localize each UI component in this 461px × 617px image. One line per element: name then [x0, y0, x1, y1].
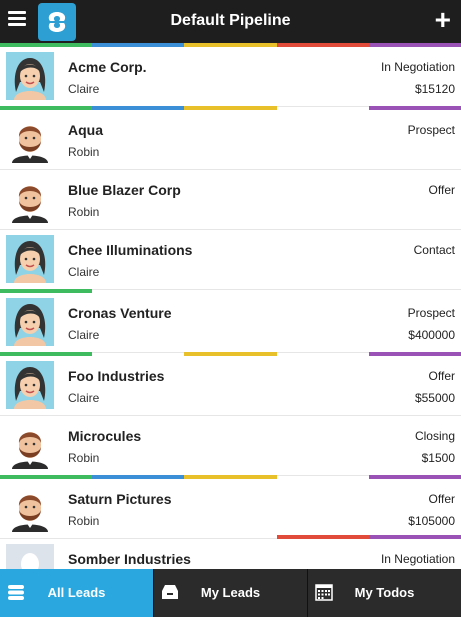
lead-name: Microcules [68, 428, 142, 444]
lead-stage: Prospect [407, 123, 455, 137]
lead-stage: Contact [413, 243, 455, 257]
lead-list[interactable]: Acme Corp. Claire In Negotiation $15120 … [0, 43, 461, 569]
app-header: Default Pipeline + [0, 0, 461, 43]
man-avatar-icon [6, 175, 54, 223]
lead-row-foo-industries[interactable]: Foo Industries Claire Offer $55000 [0, 356, 461, 416]
lead-amount: $400000 [408, 328, 455, 342]
lead-owner: Claire [68, 265, 100, 279]
stage-progress-bar [0, 475, 461, 479]
lead-row-cronas-venture[interactable]: Cronas Venture Claire Prospect $400000 [0, 293, 461, 353]
avatar [6, 421, 54, 469]
tab-label: All Leads [47, 585, 106, 600]
lead-stage: In Negotiation [380, 60, 455, 74]
lead-owner: Robin [68, 514, 100, 528]
lead-stage: Offer [428, 369, 455, 383]
add-lead-button[interactable]: + [434, 4, 451, 35]
lead-name: Chee Illuminations [68, 242, 193, 258]
lead-owner: Robin [68, 145, 100, 159]
bottom-tab-bar: All Leads My Leads My Todos [0, 569, 461, 617]
lead-owner: Robin [68, 451, 100, 465]
stage-progress-bar [0, 352, 461, 356]
app-logo-icon [38, 3, 76, 41]
tab-label: My Todos [354, 585, 415, 600]
hamburger-menu-icon[interactable] [8, 11, 26, 27]
lead-name: Acme Corp. [68, 59, 147, 75]
stage-progress-bar [0, 106, 461, 110]
stage-progress-bar [0, 43, 461, 47]
lead-name: Somber Industries [68, 551, 191, 567]
calendar-icon [314, 582, 334, 602]
man-avatar-icon [6, 484, 54, 532]
avatar [6, 544, 54, 569]
woman-avatar-icon [6, 52, 54, 100]
lead-owner: Claire [68, 328, 100, 342]
lead-row-somber-industries[interactable]: Somber Industries In Negotiation [0, 539, 461, 569]
tab-my-todos[interactable]: My Todos [307, 569, 461, 617]
tab-label: My Leads [200, 585, 261, 600]
lead-amount: $105000 [408, 514, 455, 528]
avatar [6, 115, 54, 163]
lead-stage: Offer [428, 183, 455, 197]
lead-amount: $15120 [414, 82, 455, 96]
stage-progress-bar [0, 535, 461, 539]
avatar [6, 52, 54, 100]
woman-avatar-icon [6, 298, 54, 346]
lead-amount: $55000 [414, 391, 455, 405]
lead-amount: $1500 [421, 451, 455, 465]
avatar [6, 298, 54, 346]
tab-my-leads[interactable]: My Leads [153, 569, 307, 617]
lead-row-microcules[interactable]: Microcules Robin Closing $1500 [0, 416, 461, 476]
placeholder-avatar-icon [6, 544, 54, 569]
lead-row-acme-corp[interactable]: Acme Corp. Claire In Negotiation $15120 [0, 47, 461, 107]
inbox-icon [160, 582, 180, 602]
lead-owner: Claire [68, 391, 100, 405]
lead-owner: Robin [68, 205, 100, 219]
database-icon [6, 582, 26, 602]
woman-avatar-icon [6, 361, 54, 409]
lead-name: Saturn Pictures [68, 491, 172, 507]
lead-row-aqua[interactable]: Aqua Robin Prospect [0, 110, 461, 170]
lead-stage: Offer [428, 492, 455, 506]
stage-progress-bar [0, 289, 461, 293]
avatar [6, 484, 54, 532]
man-avatar-icon [6, 115, 54, 163]
avatar [6, 235, 54, 283]
page-title: Default Pipeline [170, 12, 291, 29]
lead-owner: Claire [68, 82, 100, 96]
lead-name: Foo Industries [68, 368, 165, 384]
woman-avatar-icon [6, 235, 54, 283]
lead-stage: Closing [414, 429, 455, 443]
lead-name: Cronas Venture [68, 305, 172, 321]
lead-row-blue-blazer-corp[interactable]: Blue Blazer Corp Robin Offer [0, 170, 461, 230]
lead-row-saturn-pictures[interactable]: Saturn Pictures Robin Offer $105000 [0, 479, 461, 539]
lead-row-chee-illuminations[interactable]: Chee Illuminations Claire Contact [0, 230, 461, 290]
lead-name: Aqua [68, 122, 103, 138]
lead-stage: Prospect [407, 306, 455, 320]
tab-all-leads[interactable]: All Leads [0, 569, 153, 617]
man-avatar-icon [6, 421, 54, 469]
lead-stage: In Negotiation [380, 552, 455, 566]
avatar [6, 361, 54, 409]
lead-name: Blue Blazer Corp [68, 182, 181, 198]
avatar [6, 175, 54, 223]
